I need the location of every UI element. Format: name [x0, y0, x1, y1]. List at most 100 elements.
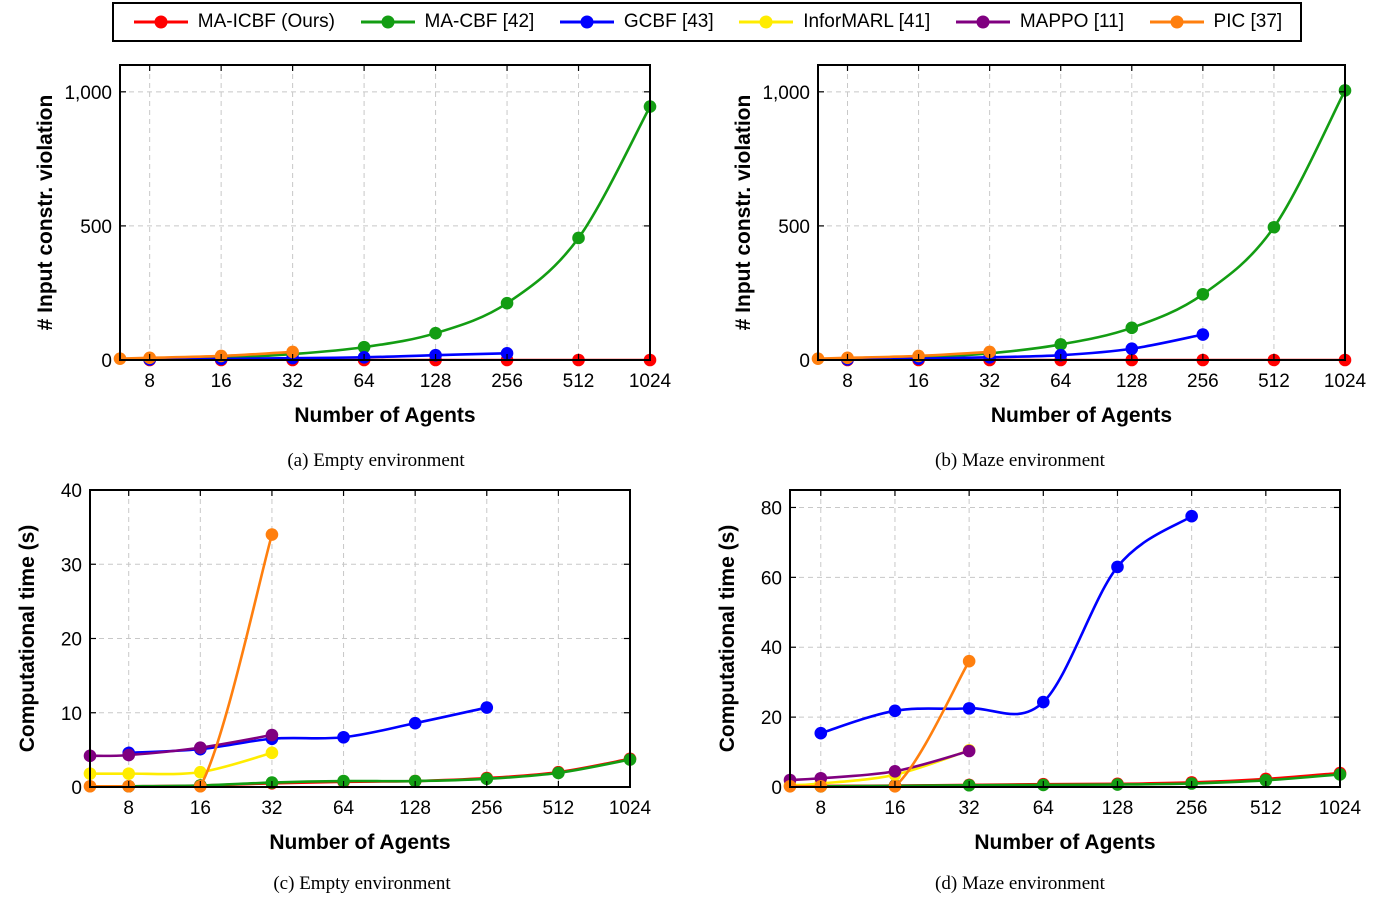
x-tick-label: 512 [1250, 798, 1282, 819]
series-pic-37- [120, 350, 293, 360]
series-gcbf-43- [149, 352, 508, 360]
legend-swatch [955, 15, 1010, 29]
y-tick-label: 500 [778, 217, 810, 238]
x-tick-label: 64 [354, 371, 376, 392]
y-axis-title: Computational time (s) [16, 525, 39, 753]
x-tick-label: 64 [1033, 798, 1055, 819]
y-tick-label: 1,000 [762, 83, 810, 104]
data-point [1259, 774, 1273, 787]
legend-item: InforMARL [41] [737, 11, 930, 33]
caption-d: (d) Maze environment [935, 873, 1105, 894]
series-line [90, 751, 273, 776]
x-tick-label: 32 [282, 371, 303, 392]
data-point [962, 654, 976, 668]
data-point [1196, 328, 1210, 341]
series-line [128, 758, 630, 787]
series-line [820, 773, 1340, 787]
x-tick-label: 128 [1116, 371, 1148, 392]
data-point [194, 741, 207, 754]
series-line [120, 350, 293, 360]
chart-d: 8 16 32 64 128 256 512 1024 0 20 40 60 80 Number of A… [716, 489, 1362, 854]
series-pic-37- [90, 534, 274, 787]
x-tick-label: 512 [1258, 371, 1290, 392]
y-axis-title: # Input constr. violation [34, 95, 57, 331]
legend-label: MA-ICBF (Ours) [197, 11, 335, 32]
series-ma-cbf-42- [820, 773, 1340, 787]
plot-frame [817, 64, 1346, 361]
data-point [983, 345, 996, 359]
data-point [480, 701, 494, 714]
y-tick-label: 10 [61, 704, 82, 725]
legend-swatch [133, 15, 188, 29]
data-point [265, 728, 279, 742]
y-axis-title: # Input constr. violation [732, 95, 755, 331]
series-line [820, 515, 1193, 735]
data-point [265, 528, 279, 541]
data-point [1196, 287, 1210, 301]
series-pic-37- [818, 350, 990, 360]
x-tick-label: 32 [261, 798, 282, 819]
legend-label: MA-CBF [42] [424, 11, 535, 32]
y-axis-title: Computational time (s) [716, 525, 739, 753]
x-tick-label: 1024 [1324, 371, 1367, 392]
data-point [888, 764, 902, 778]
x-tick-label: 128 [399, 798, 431, 819]
data-point [122, 767, 136, 780]
x-tick-label: 1024 [629, 371, 672, 392]
y-tick-label: 0 [799, 351, 810, 372]
series-informarl-41- [90, 751, 273, 776]
legend-label: PIC [37] [1213, 11, 1283, 32]
x-tick-label: 16 [211, 371, 232, 392]
x-axis-title: Number of Agents [294, 404, 475, 427]
chart-c: 8 16 32 64 128 256 512 1024 0 10 20 30 40 Number of A… [16, 481, 652, 854]
legend-swatch [559, 15, 614, 29]
legend: MA-ICBF (Ours) MA-CBF [42] GCBF [43] InforM… [112, 2, 1302, 42]
chart-b: 8 16 32 64 128 256 512 1024 0 500 1,000 Number of A… [732, 64, 1367, 427]
caption-a: (a) Empty environment [287, 450, 465, 471]
y-tick-label: 20 [761, 708, 782, 729]
x-tick-label: 256 [1187, 371, 1219, 392]
legend-swatch [739, 15, 794, 29]
data-point [408, 716, 422, 730]
data-point [1125, 342, 1139, 356]
data-point [962, 702, 976, 715]
x-tick-label: 8 [144, 371, 155, 392]
data-point [122, 748, 136, 762]
x-tick-label: 32 [959, 798, 980, 819]
y-tick-label: 40 [61, 481, 82, 502]
x-tick-label: 1024 [1319, 798, 1362, 819]
caption-b: (b) Maze environment [935, 450, 1105, 471]
data-point [500, 296, 514, 310]
data-point [1267, 220, 1281, 234]
series-mappo-11- [790, 749, 970, 782]
legend-item: MAPPO [11] [954, 11, 1124, 33]
y-tick-label: 0 [101, 351, 112, 372]
series-line [790, 749, 970, 782]
plot-frame [119, 64, 651, 361]
series-line [818, 350, 990, 360]
x-tick-label: 256 [471, 798, 503, 819]
data-point [194, 765, 207, 779]
series-ma-cbf-42- [128, 758, 630, 787]
y-tick-label: 40 [761, 638, 782, 659]
series-gcbf-43- [847, 333, 1204, 360]
chart-a: 8 16 32 64 128 256 512 1024 0 500 1,000 Number of A… [34, 64, 672, 427]
x-tick-label: 64 [1050, 371, 1072, 392]
x-tick-label: 256 [1176, 798, 1208, 819]
x-axis-title: Number of Agents [991, 404, 1172, 427]
data-point [814, 726, 828, 740]
x-tick-label: 128 [420, 371, 452, 392]
y-tick-label: 0 [771, 778, 782, 799]
data-point [552, 766, 565, 780]
series-mappo-11- [90, 733, 273, 758]
legend-label: InforMARL [41] [803, 11, 931, 32]
data-point [1185, 509, 1198, 523]
x-tick-label: 16 [884, 798, 905, 819]
y-tick-label: 60 [761, 568, 782, 589]
x-tick-label: 512 [563, 371, 595, 392]
x-tick-label: 8 [842, 371, 853, 392]
data-point [1037, 695, 1050, 709]
data-point [888, 704, 902, 718]
data-point [357, 340, 371, 354]
y-tick-label: 80 [761, 498, 782, 519]
